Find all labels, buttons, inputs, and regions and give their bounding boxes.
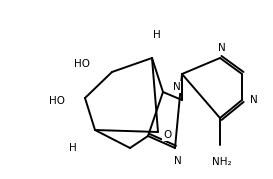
Text: O: O [163, 130, 171, 140]
Text: N: N [174, 156, 182, 166]
Text: HO: HO [74, 59, 90, 69]
Text: HO: HO [49, 96, 65, 106]
Text: N: N [250, 95, 258, 105]
Text: NH₂: NH₂ [212, 157, 232, 167]
Text: H: H [69, 143, 77, 153]
Text: H: H [153, 30, 161, 40]
Text: N: N [173, 82, 181, 92]
Text: N: N [218, 43, 226, 53]
